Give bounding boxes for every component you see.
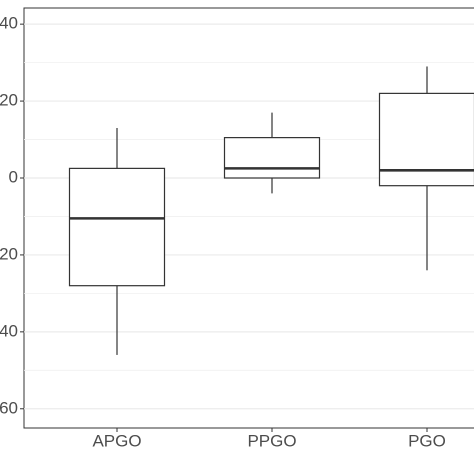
x-tick-label: PGO [408, 431, 446, 450]
y-tick-label: 20 [0, 91, 18, 110]
y-tick-label: 40 [0, 14, 18, 33]
x-tick-label: APGO [92, 431, 141, 450]
box [223, 137, 321, 179]
y-tick-label: 20 [0, 244, 18, 263]
box [68, 167, 166, 287]
labels: 40 20 0 20 40 60 APGO PPGO PGO [0, 14, 446, 451]
box [378, 92, 474, 187]
x-tick-label: PPGO [247, 431, 296, 450]
y-tick-label: 0 [9, 167, 18, 186]
y-tick-label: 40 [0, 321, 18, 340]
marks [68, 66, 474, 355]
y-tick-label: 60 [0, 398, 18, 417]
